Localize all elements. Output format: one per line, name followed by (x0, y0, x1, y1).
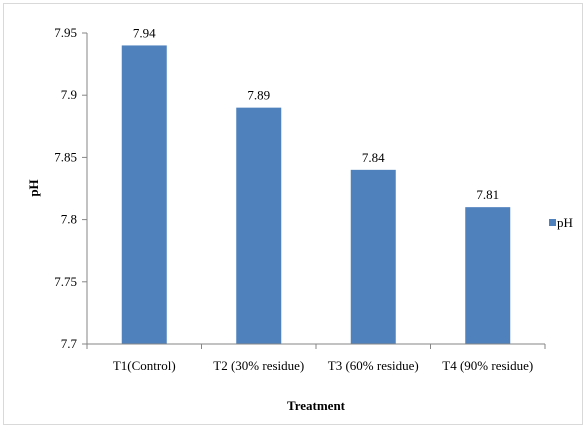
x-axis-categories: T1(Control) T2 (30% residue) T3 (60% resid… (86, 344, 546, 373)
legend-label: pH (557, 215, 573, 230)
data-label: 7.84 (362, 150, 385, 165)
legend: pH (549, 215, 573, 230)
x-tick-label: T2 (30% residue) (213, 358, 304, 373)
data-label: 7.94 (133, 25, 156, 40)
x-tick-label: T1(Control) (113, 358, 176, 373)
bar (350, 169, 396, 344)
y-tick-label: 7.8 (61, 212, 77, 227)
bar (121, 45, 167, 344)
bar (236, 107, 282, 344)
data-label: 7.81 (476, 187, 499, 202)
legend-swatch (549, 219, 556, 226)
data-labels-group: 7.94 7.89 7.84 7.81 (133, 25, 499, 202)
bar (465, 207, 511, 344)
y-tick-label: 7.95 (54, 25, 77, 40)
y-axis-ticks: 7.7 7.75 7.8 7.85 7.9 7.95 (54, 25, 87, 351)
y-tick-label: 7.85 (54, 149, 77, 164)
y-tick-label: 7.7 (61, 336, 78, 351)
y-tick-label: 7.9 (61, 87, 77, 102)
bars-group (121, 45, 511, 344)
x-tick-label: T3 (60% residue) (328, 358, 419, 373)
x-axis-title: Treatment (287, 398, 346, 413)
x-tick-label: T4 (90% residue) (442, 358, 533, 373)
y-tick-label: 7.75 (54, 274, 77, 289)
y-axis-title: pH (26, 179, 41, 196)
data-label: 7.89 (247, 88, 270, 103)
